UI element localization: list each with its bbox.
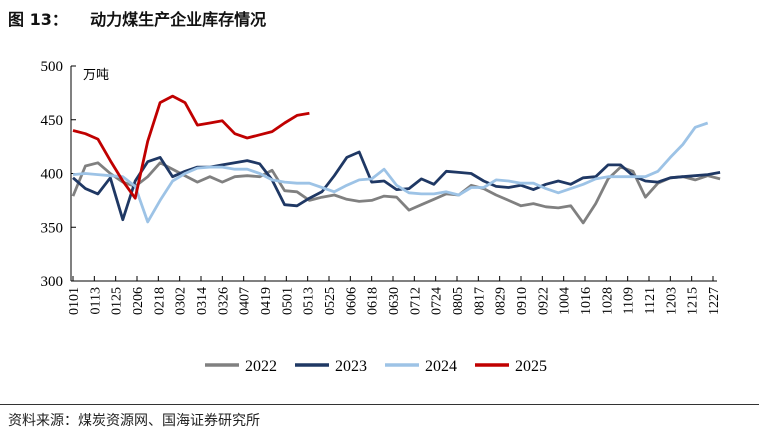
y-tick-label: 300 — [41, 274, 64, 290]
legend-label-2025: 2025 — [515, 358, 547, 375]
chart-title: 图 13： 动力煤生产企业库存情况 — [8, 10, 267, 29]
y-axis-unit: 万吨 — [83, 68, 109, 83]
x-tick-label: 0326 — [216, 287, 231, 315]
x-tick-label: 1215 — [686, 287, 701, 315]
x-tick-label: 1004 — [558, 287, 573, 315]
x-tick-label: 0206 — [131, 287, 146, 315]
x-tick-label: 0910 — [515, 287, 530, 315]
x-tick-label: 0630 — [387, 287, 402, 315]
legend-label-2023: 2023 — [335, 358, 367, 375]
series-line-2025 — [72, 94, 310, 200]
series-line-2024 — [72, 121, 709, 224]
x-tick-label: 0724 — [430, 287, 445, 315]
x-tick-label: 1203 — [664, 287, 679, 315]
x-tick-label: 1109 — [622, 287, 637, 314]
y-tick-label: 350 — [41, 220, 64, 236]
y-tick-label: 450 — [41, 113, 64, 129]
x-tick-label: 0407 — [238, 287, 253, 315]
x-tick-label: 0302 — [174, 287, 189, 315]
x-tick-label: 0125 — [110, 287, 125, 315]
x-tick-label: 0829 — [494, 287, 509, 315]
x-tick-label: 0606 — [344, 287, 359, 315]
legend-label-2022: 2022 — [245, 358, 277, 375]
x-tick-label: 0101 — [67, 287, 82, 315]
x-tick-label: 0805 — [451, 287, 466, 315]
x-tick-label: 0314 — [195, 287, 210, 315]
x-tick-label: 0618 — [366, 287, 381, 315]
x-tick-label: 1028 — [600, 287, 615, 315]
divider — [0, 404, 759, 405]
source-note: 资料来源：煤炭资源网、国海证券研究所 — [8, 413, 260, 429]
x-tick-label: 0525 — [323, 287, 338, 315]
y-tick-label: 500 — [41, 59, 64, 75]
x-tick-label: 0419 — [259, 287, 274, 315]
x-tick-label: 0218 — [152, 287, 167, 315]
y-tick-label: 400 — [41, 167, 64, 183]
x-tick-label: 1016 — [579, 287, 594, 315]
x-tick-label: 0712 — [408, 287, 423, 315]
x-tick-label: 0922 — [536, 287, 551, 315]
x-tick-label: 0817 — [472, 287, 487, 315]
x-tick-label: 1121 — [643, 287, 658, 314]
x-tick-label: 0113 — [88, 287, 103, 314]
series-line-2023 — [72, 150, 721, 222]
x-tick-label: 0513 — [302, 287, 317, 315]
x-tick-label: 1227 — [707, 287, 722, 315]
x-tick-label: 0501 — [280, 287, 295, 315]
legend-label-2024: 2024 — [425, 358, 457, 375]
